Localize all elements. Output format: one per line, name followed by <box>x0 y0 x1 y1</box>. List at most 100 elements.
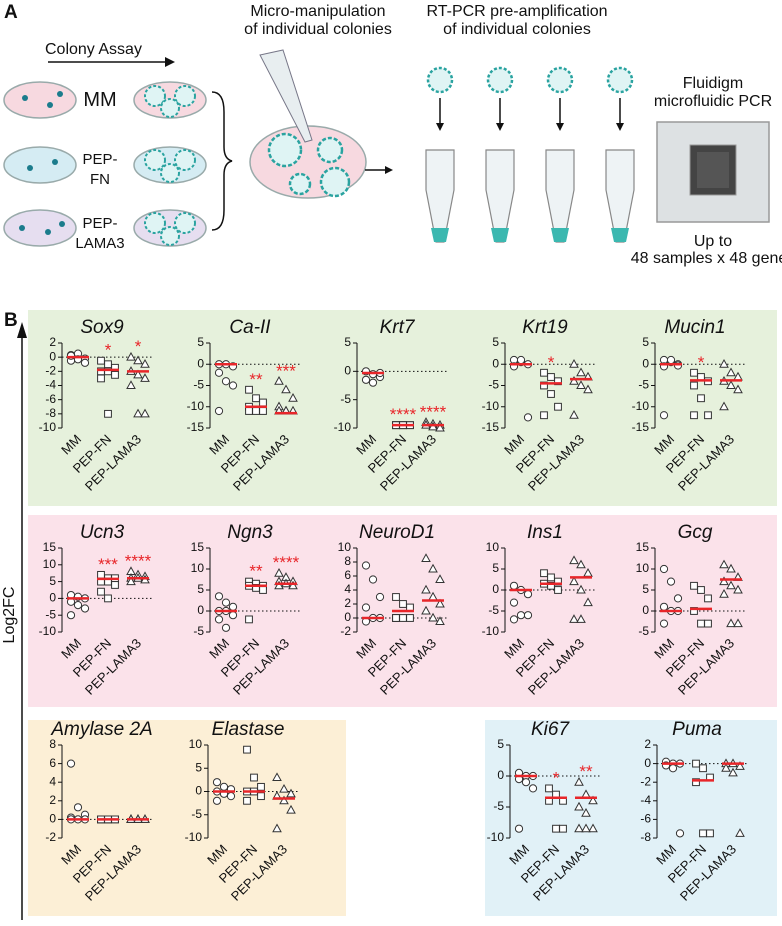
point <box>435 616 445 625</box>
y-tick-label: 0 <box>644 756 651 770</box>
significance: ** <box>579 762 593 781</box>
point <box>569 555 579 565</box>
point <box>583 597 593 607</box>
tube-liquid <box>491 228 509 242</box>
significance: **** <box>420 402 447 421</box>
chart-title: NeuroD1 <box>359 522 435 543</box>
point <box>279 783 289 793</box>
chart-title: Ngn3 <box>227 522 273 543</box>
point <box>547 581 555 590</box>
point <box>221 623 231 632</box>
y-tick-label: -5 <box>340 392 351 406</box>
point <box>690 411 698 420</box>
point <box>690 381 698 390</box>
point <box>66 759 76 768</box>
point <box>719 559 729 569</box>
y-tick-label: 2 <box>49 335 56 349</box>
y-tick-label: 0 <box>492 356 499 370</box>
point <box>545 784 553 793</box>
chart-title: Krt7 <box>380 317 416 338</box>
chart-title: Mucin1 <box>664 317 725 338</box>
chart-title: Ki67 <box>531 719 570 740</box>
point <box>214 615 224 624</box>
point <box>361 375 371 384</box>
point <box>692 778 700 787</box>
chart-title: Elastase <box>212 719 285 740</box>
point <box>288 393 298 402</box>
point <box>574 776 584 786</box>
point <box>104 594 112 603</box>
y-tick-label: 5 <box>197 582 204 596</box>
y-tick-label: 10 <box>338 540 352 554</box>
y-tick-label: 0 <box>49 591 56 605</box>
point <box>279 795 289 805</box>
point <box>421 584 431 594</box>
point <box>392 614 400 622</box>
point <box>399 614 407 622</box>
point <box>704 594 712 603</box>
dish-label: FN <box>90 171 110 188</box>
point <box>588 795 598 805</box>
point <box>66 611 76 620</box>
point <box>140 373 150 382</box>
point <box>675 829 685 838</box>
point <box>212 778 222 787</box>
colony-assay: Colony Assay <box>45 41 142 58</box>
y-tick-label: 15 <box>191 540 205 554</box>
point <box>257 792 265 801</box>
note-label: 48 samples x 48 genes <box>631 250 782 267</box>
point <box>583 384 593 394</box>
point <box>361 561 371 570</box>
point <box>559 824 567 833</box>
point <box>228 602 238 611</box>
point <box>97 356 105 365</box>
point <box>554 402 562 411</box>
y-tick-label: 8 <box>49 737 56 751</box>
note-label: Up to <box>694 233 732 250</box>
y-tick-label: 10 <box>636 561 650 575</box>
tube-liquid <box>431 228 449 242</box>
y-tick-label: -4 <box>640 793 651 807</box>
point <box>252 394 260 403</box>
point <box>274 580 284 590</box>
y-tick-label: 15 <box>636 540 650 554</box>
y-tick-label: 5 <box>197 335 204 349</box>
significance: * <box>548 353 555 372</box>
y-tick-label: 2 <box>49 793 56 807</box>
point <box>428 612 438 622</box>
point <box>133 408 143 418</box>
step-label: of individual colonies <box>443 21 591 38</box>
point <box>697 586 705 594</box>
point <box>259 407 267 415</box>
y-tick-label: 4 <box>49 774 56 788</box>
point <box>140 408 150 418</box>
point <box>126 576 136 586</box>
point <box>547 573 555 582</box>
y-tick-label: 15 <box>43 540 57 554</box>
point <box>406 614 414 622</box>
y-tick-label: -10 <box>187 399 205 413</box>
y-tick-label: -8 <box>45 406 56 420</box>
point <box>509 598 519 607</box>
y-tick-label: -6 <box>640 812 651 826</box>
y-tick-label: -10 <box>334 420 352 434</box>
point <box>281 384 291 394</box>
point <box>212 796 222 805</box>
point <box>726 618 736 628</box>
point <box>668 764 678 773</box>
point <box>514 824 524 833</box>
point <box>245 407 253 415</box>
y-tick-label: 10 <box>43 557 57 571</box>
point <box>250 773 258 782</box>
y-tick-label: -5 <box>638 378 649 392</box>
point <box>245 615 253 624</box>
step-label: Micro-manipulation <box>250 3 385 20</box>
point <box>272 823 282 833</box>
y-tick-label: 2 <box>644 737 651 751</box>
colony <box>546 66 574 94</box>
point <box>697 619 705 628</box>
y-tick-label: 5 <box>492 561 499 575</box>
dish-label: LAMA3 <box>75 235 124 252</box>
point <box>368 575 378 584</box>
y-tick-label: -5 <box>493 799 504 813</box>
